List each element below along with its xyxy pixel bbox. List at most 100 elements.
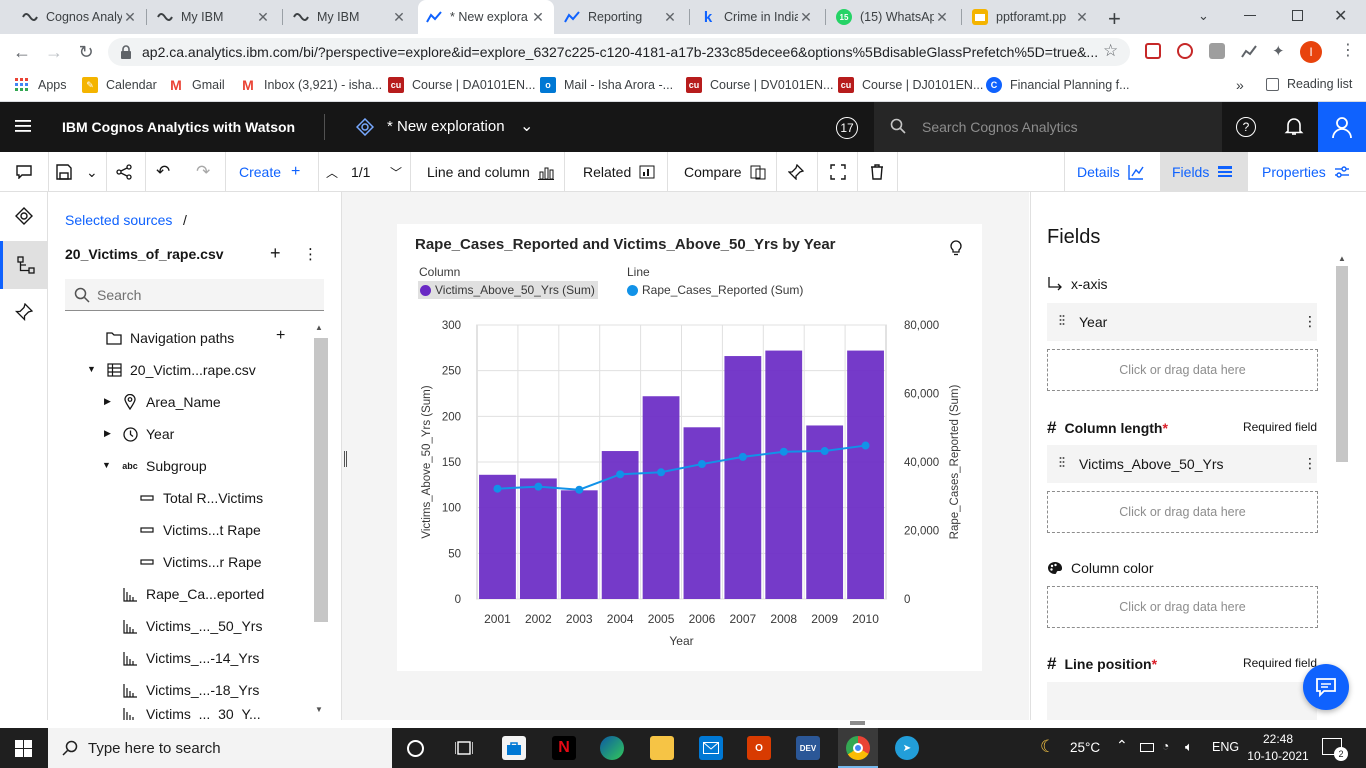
field-overflow-menu-icon[interactable]: ⋮ bbox=[1303, 313, 1317, 329]
dropzone-column-color[interactable]: Click or drag data here bbox=[1047, 586, 1318, 628]
browser-tab-5[interactable]: Reporting ✕ bbox=[556, 0, 686, 34]
bookmark-inbox[interactable]: M Inbox (3,921) - isha... bbox=[240, 77, 382, 93]
close-icon[interactable]: ✕ bbox=[257, 8, 269, 25]
bookmark-apps[interactable]: Apps bbox=[14, 77, 67, 93]
caret-right-icon[interactable]: ▶ bbox=[104, 396, 111, 406]
tree-item-victims-rape-2[interactable]: Victims...r Rape bbox=[139, 546, 262, 578]
profile-avatar[interactable]: I bbox=[1300, 41, 1322, 63]
create-button[interactable]: Create + bbox=[239, 152, 300, 192]
bookmark-course-dj[interactable]: cu Course | DJ0101EN... bbox=[838, 77, 983, 93]
caret-down-icon[interactable]: ▼ bbox=[87, 364, 96, 374]
rail-button-assistant[interactable] bbox=[0, 192, 48, 240]
puzzle-extensions-icon[interactable]: ✦ bbox=[1272, 43, 1285, 60]
global-search-input[interactable]: Search Cognos Analytics bbox=[874, 102, 1222, 152]
telegram-icon[interactable]: ➤ bbox=[895, 736, 919, 760]
address-bar[interactable]: ap2.ca.analytics.ibm.com/bi/?perspective… bbox=[108, 38, 1130, 66]
store-icon[interactable] bbox=[502, 736, 526, 760]
browser-tab-8[interactable]: pptforamt.pp ✕ bbox=[964, 0, 1098, 34]
add-source-icon[interactable]: + bbox=[270, 243, 281, 263]
previous-card-chevron-icon[interactable]: ︿ bbox=[326, 165, 339, 180]
tree-item-victims-above-50[interactable]: Victims_..._50_Yrs bbox=[122, 610, 262, 642]
save-icon[interactable] bbox=[56, 152, 72, 192]
compare-button[interactable]: Compare bbox=[684, 152, 766, 192]
tree-item-rape-cases-reported[interactable]: Rape_Ca...eported bbox=[122, 578, 264, 610]
extension-icon[interactable] bbox=[1177, 43, 1193, 59]
tree-item-navigation-paths[interactable]: Navigation paths bbox=[106, 322, 234, 354]
restore-icon[interactable] bbox=[1292, 10, 1303, 21]
tree-item-victims-18-30[interactable]: Victims_..._30_Y... bbox=[122, 706, 261, 720]
source-search-input[interactable]: Search bbox=[65, 279, 324, 311]
bookmark-gmail[interactable]: M Gmail bbox=[168, 77, 225, 93]
bookmark-mail[interactable]: o Mail - Isha Arora -... bbox=[540, 77, 673, 93]
forward-arrow-icon[interactable]: → bbox=[45, 41, 63, 62]
field-pill-line-position[interactable] bbox=[1047, 682, 1317, 720]
close-icon[interactable]: ✕ bbox=[532, 8, 544, 25]
browser-tab-2[interactable]: My IBM ✕ bbox=[149, 0, 279, 34]
close-icon[interactable]: ✕ bbox=[1076, 8, 1088, 25]
legend-item-line[interactable]: Rape_Cases_Reported (Sum) bbox=[627, 281, 803, 299]
dropzone-x-axis[interactable]: Click or drag data here bbox=[1047, 349, 1318, 391]
dropzone-column-length[interactable]: Click or drag data here bbox=[1047, 491, 1318, 533]
dev-tool-icon[interactable]: DEV bbox=[796, 736, 820, 760]
help-icon[interactable]: ? bbox=[1236, 117, 1256, 137]
scroll-up-arrow-icon[interactable]: ▲ bbox=[315, 323, 323, 332]
drag-handle-icon[interactable] bbox=[1059, 314, 1065, 326]
scroll-down-arrow-icon[interactable]: ▼ bbox=[315, 705, 323, 714]
caret-right-icon[interactable]: ▶ bbox=[104, 428, 111, 438]
tree-item-victims-10-14[interactable]: Victims_...-14_Yrs bbox=[122, 642, 259, 674]
action-center-icon[interactable] bbox=[1322, 738, 1342, 755]
bookmark-star-icon[interactable]: ☆ bbox=[1103, 41, 1119, 60]
panel-splitter[interactable] bbox=[341, 192, 349, 720]
browser-tab-7[interactable]: 15 (15) WhatsAp ✕ bbox=[828, 0, 958, 34]
rail-button-pins[interactable] bbox=[0, 288, 48, 336]
bookmark-course-da[interactable]: cu Course | DA0101EN... bbox=[388, 77, 535, 93]
chat-feedback-button[interactable] bbox=[1303, 664, 1349, 710]
edge-icon[interactable] bbox=[600, 736, 624, 760]
field-overflow-menu-icon[interactable]: ⋮ bbox=[1303, 455, 1317, 471]
properties-tab[interactable]: Properties bbox=[1262, 152, 1350, 192]
focus-mode-icon[interactable] bbox=[830, 152, 846, 192]
tab-search-chevron-icon[interactable]: ⌄ bbox=[1198, 8, 1209, 23]
battery-icon[interactable] bbox=[1140, 743, 1154, 752]
field-pill-year[interactable]: Year ⋮ bbox=[1047, 303, 1317, 341]
hamburger-menu-icon[interactable] bbox=[15, 119, 31, 133]
scroll-up-arrow-icon[interactable]: ▲ bbox=[1338, 254, 1346, 263]
breadcrumb-selected-sources[interactable]: Selected sources bbox=[65, 212, 173, 228]
tree-item-total-victims[interactable]: Total R...Victims bbox=[139, 482, 263, 514]
canvas-resize-handle[interactable] bbox=[850, 721, 865, 725]
tree-item-victims-14-18[interactable]: Victims_...-18_Yrs bbox=[122, 674, 259, 706]
user-avatar-button[interactable] bbox=[1318, 102, 1366, 152]
visualization-type-button[interactable]: Line and column bbox=[427, 152, 554, 192]
pin-icon[interactable] bbox=[788, 152, 804, 192]
chart-extension-icon[interactable] bbox=[1241, 43, 1257, 59]
bookmark-calendar[interactable]: ✎ Calendar bbox=[82, 77, 157, 93]
redo-icon[interactable]: ↷ bbox=[196, 162, 211, 181]
next-card-chevron-icon[interactable]: ﹀ bbox=[390, 165, 403, 180]
exploration-title[interactable]: * New exploration bbox=[387, 118, 505, 135]
insights-lightbulb-icon[interactable] bbox=[950, 239, 962, 257]
browser-tab-4-active[interactable]: * New explora ✕ bbox=[418, 0, 554, 34]
back-arrow-icon[interactable]: ← bbox=[13, 41, 31, 62]
source-scrollbar-thumb[interactable] bbox=[314, 338, 328, 622]
comment-icon[interactable] bbox=[16, 152, 32, 192]
drag-handle-icon[interactable] bbox=[1059, 456, 1065, 468]
bookmarks-overflow[interactable]: » bbox=[1236, 77, 1244, 93]
office-icon[interactable]: O bbox=[747, 736, 771, 760]
tree-item-table[interactable]: 20_Victim...rape.csv bbox=[106, 354, 256, 386]
notification-bell-icon[interactable] bbox=[1284, 116, 1304, 136]
cortana-icon[interactable] bbox=[407, 740, 424, 757]
netflix-icon[interactable]: N bbox=[552, 736, 576, 760]
reading-list[interactable]: Reading list bbox=[1266, 77, 1352, 91]
wifi-icon[interactable]: ◔ bbox=[1162, 739, 1170, 753]
close-icon[interactable]: ✕ bbox=[936, 8, 948, 25]
weather-moon-icon[interactable]: ☾ bbox=[1040, 737, 1056, 756]
close-icon[interactable]: ✕ bbox=[393, 8, 405, 25]
extension-icon[interactable] bbox=[1145, 43, 1161, 59]
close-icon[interactable]: ✕ bbox=[664, 8, 676, 25]
browser-tab-3[interactable]: My IBM ✕ bbox=[285, 0, 415, 34]
tree-item-subgroup[interactable]: abc Subgroup bbox=[122, 450, 206, 482]
delete-icon[interactable] bbox=[870, 152, 884, 192]
temperature[interactable]: 25°C bbox=[1070, 740, 1101, 755]
visualization-card[interactable]: Rape_Cases_Reported and Victims_Above_50… bbox=[397, 224, 982, 671]
task-view-icon[interactable] bbox=[455, 739, 473, 757]
